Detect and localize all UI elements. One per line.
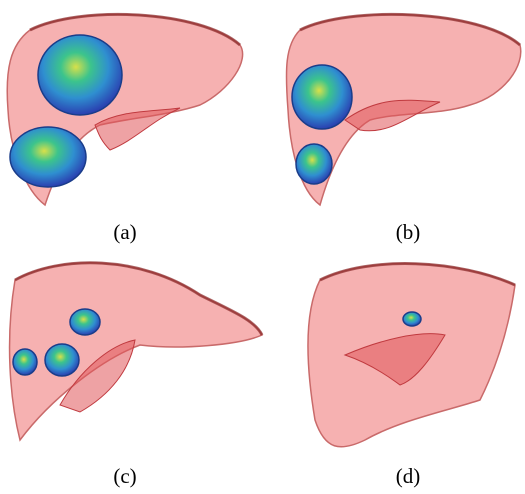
tumor xyxy=(296,144,332,184)
tumor xyxy=(13,349,37,375)
tumor xyxy=(10,127,86,187)
panel-c: (c) xyxy=(10,263,262,488)
tumor xyxy=(45,344,79,376)
panel-label: (d) xyxy=(396,464,421,488)
panel-label: (b) xyxy=(396,220,421,244)
panel-b: (b) xyxy=(286,14,520,243)
figure: (a) (b) (c) (d) xyxy=(0,0,525,494)
tumor xyxy=(292,65,352,129)
panel-label: (c) xyxy=(113,464,136,488)
tumor xyxy=(70,309,100,335)
panel-a: (a) xyxy=(7,14,242,243)
tumor xyxy=(38,35,122,115)
tumor xyxy=(403,312,421,326)
panel-label: (a) xyxy=(113,220,136,244)
panel-d: (d) xyxy=(308,264,515,488)
